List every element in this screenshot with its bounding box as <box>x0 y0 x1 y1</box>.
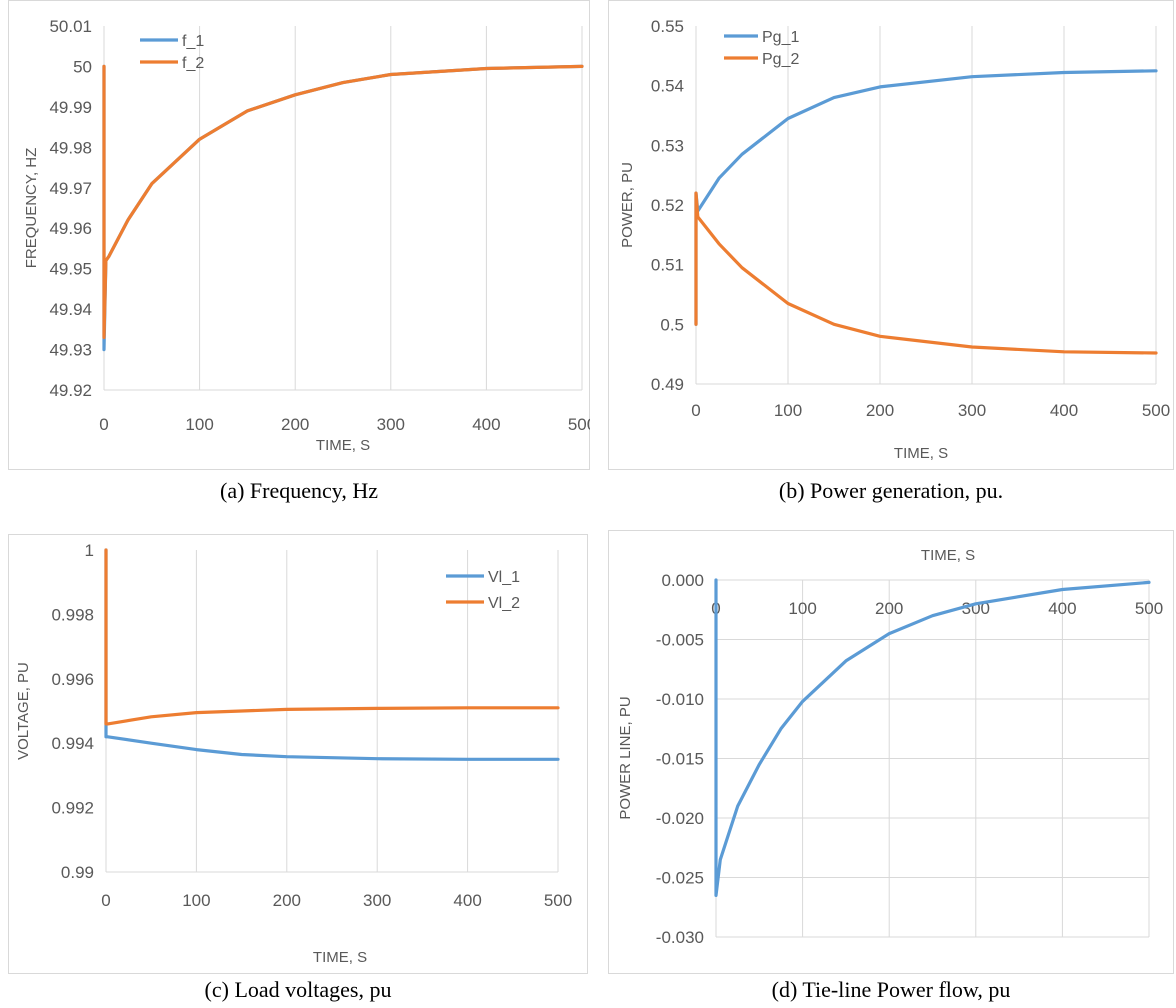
chart-frequency: 0 100 200 300 400 500 49.92 49.93 49.94 49.95 49.9… <box>8 0 590 470</box>
x-tick-label: 300 <box>377 415 405 434</box>
y-tick-label: -0.005 <box>656 631 704 650</box>
y-tick-label: 49.96 <box>49 219 92 238</box>
y-tick-label: 0.49 <box>651 375 684 394</box>
y-tick-label: -0.025 <box>656 869 704 888</box>
y-tick-label: 0.992 <box>51 799 94 818</box>
chart-area-border <box>8 0 590 470</box>
panel-load-voltages: 0 100 200 300 400 500 0.99 0.992 0.994 0.996 0.998… <box>8 534 588 974</box>
x-axis-label: TIME, S <box>921 547 975 564</box>
y-tick-label: 49.97 <box>49 179 92 198</box>
x-tick-label: 400 <box>453 891 481 910</box>
x-tick-label: 200 <box>273 891 301 910</box>
chart-load-voltages: 0 100 200 300 400 500 0.99 0.992 0.994 0.996 0.998… <box>8 534 588 974</box>
panel-tie-line-power: 0 100 200 300 400 500 -0.030 -0.025 -0.020 -0.015… <box>608 530 1174 974</box>
y-tick-label: 0.994 <box>51 734 94 753</box>
x-tick-label: 500 <box>544 891 572 910</box>
y-tick-label: 0.55 <box>651 17 684 36</box>
x-tick-label: 400 <box>472 415 500 434</box>
y-axis-label: POWER LINE, PU <box>617 696 634 819</box>
series-line-vl-2 <box>104 548 560 726</box>
x-tick-label: 100 <box>182 891 210 910</box>
series-line-pg-2 <box>694 191 1158 355</box>
y-tick-label: -0.015 <box>656 750 704 769</box>
panel-power-generation: 0 100 200 300 400 500 0.49 0.5 0.51 0.52 0.53 0.54 0… <box>608 0 1174 470</box>
x-tick-label: 0 <box>99 415 108 434</box>
x-tick-label: 300 <box>958 401 986 420</box>
series-line <box>714 578 1151 897</box>
caption-load-voltages: (c) Load voltages, pu <box>204 977 392 1002</box>
y-tick-label: 49.93 <box>49 341 92 360</box>
legend-label: Vl_2 <box>488 595 520 612</box>
y-tick-label: 0.996 <box>51 670 94 689</box>
chart-area-border <box>608 0 1174 470</box>
x-tick-label: 500 <box>568 415 590 434</box>
y-tick-label: 50.01 <box>49 17 92 36</box>
chart-power-generation: 0 100 200 300 400 500 0.49 0.5 0.51 0.52 0.53 0.54 0… <box>608 0 1174 470</box>
x-tick-label: 200 <box>875 599 903 618</box>
y-tick-label: 0.5 <box>660 315 684 334</box>
x-tick-label: 400 <box>1050 401 1078 420</box>
x-tick-label: 0 <box>691 401 700 420</box>
series-line-vl-1 <box>104 548 560 761</box>
y-tick-label: -0.010 <box>656 690 704 709</box>
y-tick-label: 49.94 <box>49 300 92 319</box>
caption-power-generation: (b) Power generation, pu. <box>778 478 1004 503</box>
panel-frequency: 0 100 200 300 400 500 49.92 49.93 49.94 49.95 49.9… <box>8 0 590 470</box>
series-line-f-2 <box>102 64 584 339</box>
x-tick-label: 200 <box>281 415 309 434</box>
x-axis-label: TIME, S <box>894 445 948 462</box>
y-tick-label: 49.92 <box>49 381 92 400</box>
y-axis-label: POWER, PU <box>619 162 636 248</box>
legend-label: Pg_1 <box>762 29 799 46</box>
y-tick-label: 0.54 <box>651 77 684 96</box>
x-tick-label: 400 <box>1048 599 1076 618</box>
caption-tie-line-power: (d) Tie-line Power flow, pu <box>771 977 1011 1002</box>
x-tick-label: 500 <box>1142 401 1170 420</box>
y-tick-label: 0.000 <box>661 571 704 590</box>
gridlines <box>695 26 1157 384</box>
legend: f_1f_2 <box>140 33 204 72</box>
y-tick-label: 0.53 <box>651 136 684 155</box>
y-tick-label: -0.020 <box>656 809 704 828</box>
x-tick-label: 0 <box>101 891 110 910</box>
y-tick-label: 49.99 <box>49 98 92 117</box>
legend: Vl_1 Vl_2 <box>446 569 520 612</box>
x-tick-label: 100 <box>774 401 802 420</box>
y-tick-label: -0.030 <box>656 928 704 947</box>
legend-label: Pg_2 <box>762 51 799 68</box>
y-tick-label: 49.95 <box>49 260 92 279</box>
chart-tie-line-power: 0 100 200 300 400 500-0.030-0.025-0.020-0.015… <box>608 530 1174 974</box>
legend-label: f_2 <box>182 55 204 72</box>
x-axis-label: TIME, S <box>313 949 367 966</box>
y-tick-label: 49.98 <box>49 138 92 157</box>
x-tick-label: 200 <box>866 401 894 420</box>
x-axis-label: TIME, S <box>316 437 370 454</box>
y-axis-label: VOLTAGE, PU <box>15 662 32 760</box>
legend-label: f_1 <box>182 33 204 50</box>
y-tick-label: 0.52 <box>651 196 684 215</box>
legend-label: Vl_1 <box>488 569 520 586</box>
y-tick-label: 0.998 <box>51 605 94 624</box>
x-tick-label: 300 <box>363 891 391 910</box>
chart-area-border <box>608 530 1174 974</box>
y-tick-label: 1 <box>85 541 94 560</box>
y-tick-label: 0.51 <box>651 256 684 275</box>
x-tick-label: 100 <box>788 599 816 618</box>
x-tick-label: 500 <box>1135 599 1163 618</box>
y-tick-label: 0.99 <box>61 863 94 882</box>
y-tick-label: 50 <box>73 57 92 76</box>
legend: Pg_1 Pg_2 <box>724 29 799 68</box>
y-axis-label: FREQUENCY, HZ <box>23 148 40 269</box>
x-tick-label: 100 <box>185 415 213 434</box>
caption-frequency: (a) Frequency, Hz <box>220 478 378 503</box>
